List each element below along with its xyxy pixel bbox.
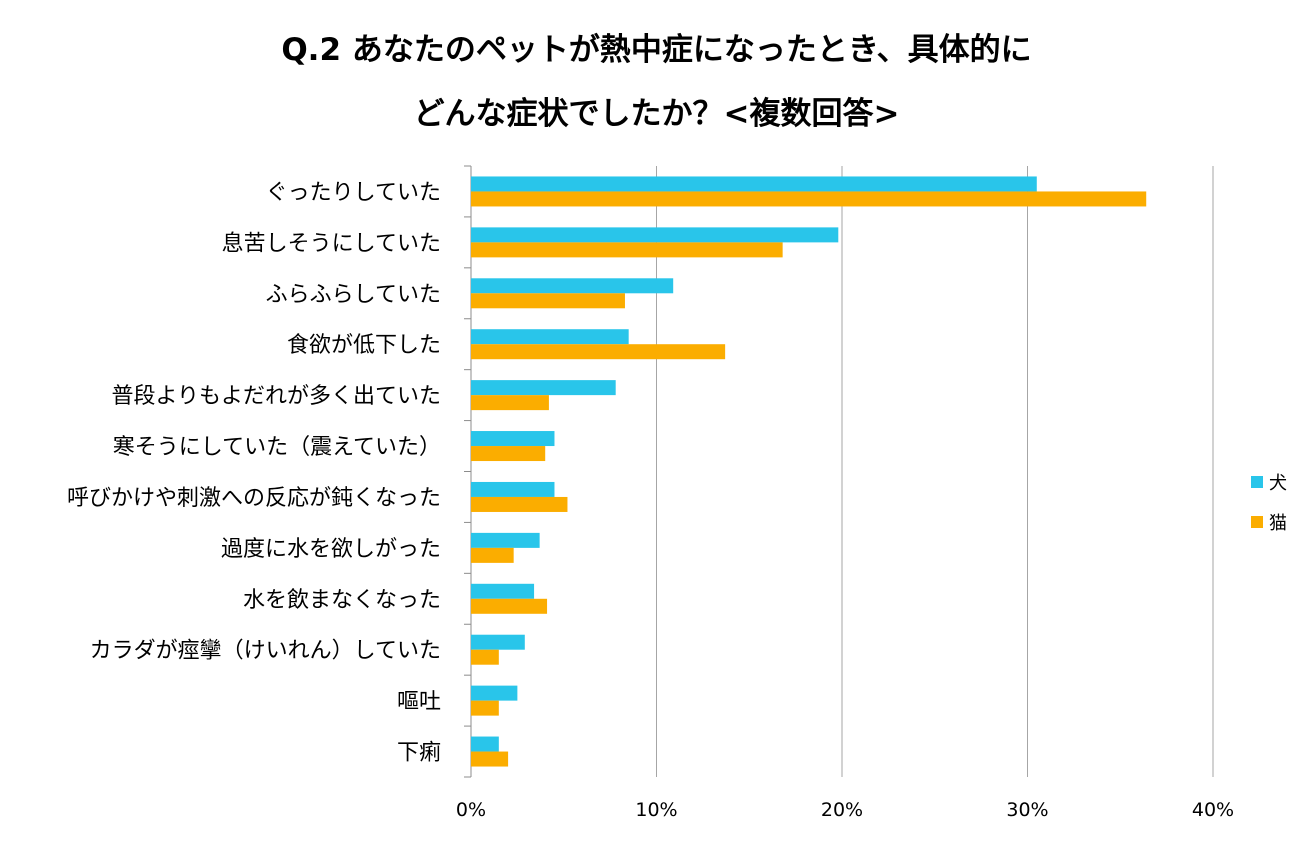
bar-dog (471, 176, 1037, 192)
bar-dog (471, 431, 555, 447)
x-tick-label: 10% (635, 799, 677, 821)
bar-cat (471, 395, 549, 411)
bar-cat (471, 700, 499, 716)
bar-cat (471, 547, 514, 563)
category-label: 寒そうにしていた（震えていた） (113, 435, 441, 460)
chart-title-line-1: Q.2 あなたのペットが熱中症になったとき、具体的に (281, 32, 1032, 68)
category-label: ふらふらしていた (266, 282, 441, 307)
category-label: 水を飲まなくなった (243, 588, 441, 613)
bar-dog (471, 380, 616, 396)
x-tick-label: 0% (456, 799, 486, 821)
bar-cat (471, 242, 783, 258)
legend-label: 犬 (1269, 473, 1287, 494)
bar-dog (471, 329, 629, 345)
chart-title-line-2: どんな症状でしたか？<複数回答> (413, 96, 900, 132)
bar-cat (471, 496, 568, 512)
category-label: ぐったりしていた (266, 180, 441, 205)
x-tick-label: 30% (1006, 799, 1048, 821)
bar-cat (471, 598, 548, 614)
legend-swatch-dog (1251, 476, 1263, 488)
legend-swatch-cat (1251, 516, 1263, 528)
bar-dog (471, 634, 525, 650)
category-label: 息苦しそうにしていた (222, 231, 441, 256)
bar-dog (471, 685, 518, 701)
bar-cat (471, 191, 1147, 207)
category-label: 呼びかけや刺激への反応が鈍くなった (67, 486, 441, 511)
bar-cat (471, 751, 509, 767)
bar-cat (471, 649, 499, 665)
bar-dog (471, 532, 540, 548)
bar-dog (471, 481, 555, 497)
bar-cat (471, 446, 546, 462)
category-label: 普段よりもよだれが多く出ていた (111, 384, 441, 409)
bar-dog (471, 278, 674, 294)
bar-cat (471, 293, 625, 309)
category-label: 嘔吐 (397, 690, 441, 715)
bar-cat (471, 344, 726, 360)
bar-dog (471, 583, 535, 599)
category-label: 過度に水を欲しがった (221, 537, 441, 562)
x-tick-label: 20% (821, 799, 863, 821)
legend-label: 猫 (1269, 513, 1287, 534)
category-label: カラダが痙攣（けいれん）していた (90, 639, 441, 664)
bar-dog (471, 736, 499, 752)
category-label: 下痢 (397, 741, 441, 766)
x-tick-label: 40% (1192, 799, 1234, 821)
category-label: 食欲が低下した (287, 333, 441, 358)
bar-dog (471, 227, 839, 243)
